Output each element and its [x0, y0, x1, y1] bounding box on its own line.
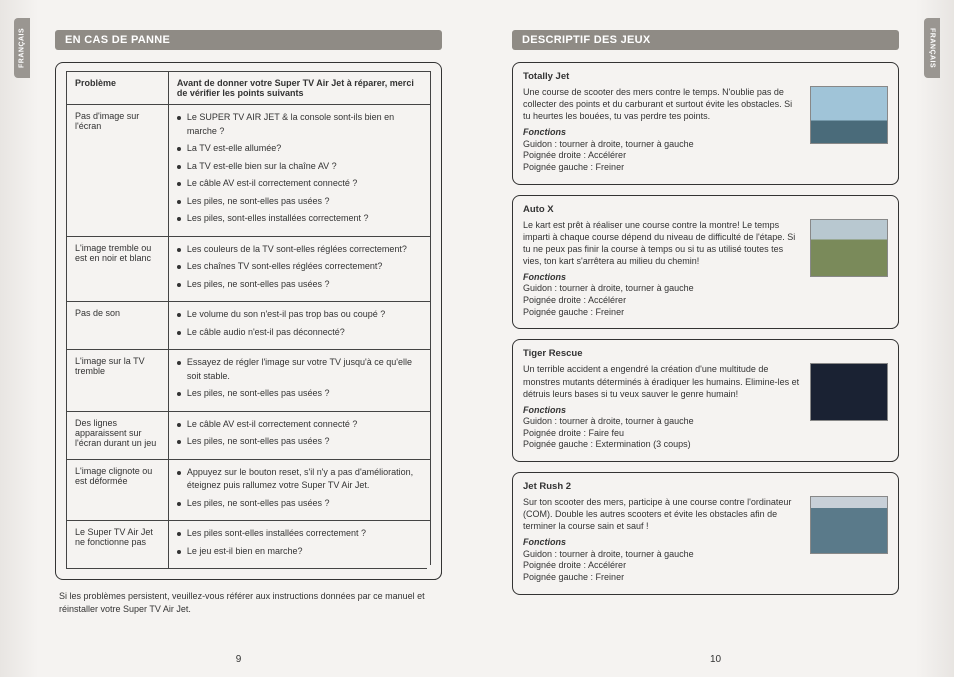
game-description: Sur ton scooter des mers, participe à un…	[523, 496, 802, 532]
function-line: Poignée gauche : Extermination (3 coups)	[523, 439, 802, 451]
game-screenshot	[810, 496, 888, 554]
problem-cell: Le Super TV Air Jet ne fonctionne pas	[67, 521, 169, 569]
page-left: FRANÇAIS EN CAS DE PANNE Problème Avant …	[0, 0, 477, 677]
check-item: Les piles, ne sont-elles pas usées ?	[177, 387, 422, 401]
functions-label: Fonctions	[523, 271, 802, 283]
checks-cell: Le câble AV est-il correctement connecté…	[168, 411, 430, 459]
table-row: Des lignes apparaissent sur l'écran dura…	[67, 411, 431, 459]
problem-cell: L'image sur la TV tremble	[67, 350, 169, 412]
table-row: Le Super TV Air Jet ne fonctionne pas Les…	[67, 521, 431, 569]
table-row: Pas d'image sur l'écran Le SUPER TV AIR J…	[67, 105, 431, 237]
problem-cell: L'image tremble ou est en noir et blanc	[67, 236, 169, 302]
game-description: Un terrible accident a engendré la créat…	[523, 363, 802, 399]
check-item: Les piles, ne sont-elles pas usées ?	[177, 497, 422, 511]
game-screenshot	[810, 86, 888, 144]
table-row: Pas de son Le volume du son n'est-il pas …	[67, 302, 431, 350]
problem-cell: Des lignes apparaissent sur l'écran dura…	[67, 411, 169, 459]
function-line: Guidon : tourner à droite, tourner à gau…	[523, 416, 802, 428]
game-description: Une course de scooter des mers contre le…	[523, 86, 802, 122]
page-number-right: 10	[477, 654, 954, 665]
page-number-left: 9	[0, 654, 477, 665]
function-line: Poignée gauche : Freiner	[523, 162, 802, 174]
check-item: Le jeu est-il bien en marche?	[177, 545, 422, 559]
check-item: Les piles, ne sont-elles pas usées ?	[177, 195, 422, 209]
check-item: Le câble audio n'est-il pas déconnecté?	[177, 326, 422, 340]
check-item: Appuyez sur le bouton reset, s'il n'y a …	[177, 466, 422, 493]
check-item: Le câble AV est-il correctement connecté…	[177, 418, 422, 432]
check-item: Les piles, ne sont-elles pas usées ?	[177, 435, 422, 449]
game-panel: Tiger Rescue Un terrible accident a engen…	[512, 339, 899, 462]
checks-cell: Appuyez sur le bouton reset, s'il n'y a …	[168, 459, 430, 521]
checks-cell: Les piles sont-elles installées correcte…	[168, 521, 430, 569]
function-line: Guidon : tourner à droite, tourner à gau…	[523, 549, 802, 561]
check-item: Le volume du son n'est-il pas trop bas o…	[177, 308, 422, 322]
checks-cell: Les couleurs de la TV sont-elles réglées…	[168, 236, 430, 302]
game-screenshot	[810, 363, 888, 421]
functions-label: Fonctions	[523, 404, 802, 416]
language-tab-right: FRANÇAIS	[924, 18, 940, 78]
page-right: FRANÇAIS DESCRIPTIF DES JEUX Totally Jet…	[477, 0, 954, 677]
footnote: Si les problèmes persistent, veuillez-vo…	[55, 590, 442, 615]
checks-cell: Essayez de régler l'image sur votre TV j…	[168, 350, 430, 412]
table-row: L'image sur la TV tremble Essayez de régl…	[67, 350, 431, 412]
function-line: Poignée gauche : Freiner	[523, 572, 802, 584]
game-title: Totally Jet	[523, 71, 888, 82]
check-item: Les piles, ne sont-elles pas usées ?	[177, 278, 422, 292]
check-item: La TV est-elle allumée?	[177, 142, 422, 156]
check-item: Essayez de régler l'image sur votre TV j…	[177, 356, 422, 383]
problem-cell: Pas de son	[67, 302, 169, 350]
game-description: Le kart est prêt à réaliser une course c…	[523, 219, 802, 268]
table-row: L'image clignote ou est déformée Appuyez …	[67, 459, 431, 521]
game-panel: Jet Rush 2 Sur ton scooter des mers, part…	[512, 472, 899, 595]
check-item: Le SUPER TV AIR JET & la console sont-il…	[177, 111, 422, 138]
table-row: L'image tremble ou est en noir et blanc L…	[67, 236, 431, 302]
function-line: Guidon : tourner à droite, tourner à gau…	[523, 283, 802, 295]
game-panel: Totally Jet Une course de scooter des mer…	[512, 62, 899, 185]
game-screenshot	[810, 219, 888, 277]
functions-label: Fonctions	[523, 536, 802, 548]
function-line: Guidon : tourner à droite, tourner à gau…	[523, 139, 802, 151]
check-item: Les piles sont-elles installées correcte…	[177, 527, 422, 541]
trouble-table: Problème Avant de donner votre Super TV …	[66, 71, 431, 569]
function-line: Poignée droite : Accélérer	[523, 150, 802, 162]
function-line: Poignée droite : Accélérer	[523, 295, 802, 307]
check-item: Les chaînes TV sont-elles réglées correc…	[177, 260, 422, 274]
problem-cell: L'image clignote ou est déformée	[67, 459, 169, 521]
col-checks: Avant de donner votre Super TV Air Jet à…	[168, 72, 430, 105]
function-line: Poignée droite : Faire feu	[523, 428, 802, 440]
checks-cell: Le volume du son n'est-il pas trop bas o…	[168, 302, 430, 350]
section-header-panne: EN CAS DE PANNE	[55, 30, 442, 50]
game-panel: Auto X Le kart est prêt à réaliser une co…	[512, 195, 899, 330]
check-item: Les piles, sont-elles installées correct…	[177, 212, 422, 226]
functions-label: Fonctions	[523, 126, 802, 138]
section-header-jeux: DESCRIPTIF DES JEUX	[512, 30, 899, 50]
language-tab-left: FRANÇAIS	[14, 18, 30, 78]
checks-cell: Le SUPER TV AIR JET & la console sont-il…	[168, 105, 430, 237]
check-item: Le câble AV est-il correctement connecté…	[177, 177, 422, 191]
game-title: Auto X	[523, 204, 888, 215]
function-line: Poignée gauche : Freiner	[523, 307, 802, 319]
check-item: Les couleurs de la TV sont-elles réglées…	[177, 243, 422, 257]
function-line: Poignée droite : Accélérer	[523, 560, 802, 572]
game-title: Jet Rush 2	[523, 481, 888, 492]
game-title: Tiger Rescue	[523, 348, 888, 359]
trouble-panel: Problème Avant de donner votre Super TV …	[55, 62, 442, 580]
problem-cell: Pas d'image sur l'écran	[67, 105, 169, 237]
col-problem: Problème	[67, 72, 169, 105]
check-item: La TV est-elle bien sur la chaîne AV ?	[177, 160, 422, 174]
